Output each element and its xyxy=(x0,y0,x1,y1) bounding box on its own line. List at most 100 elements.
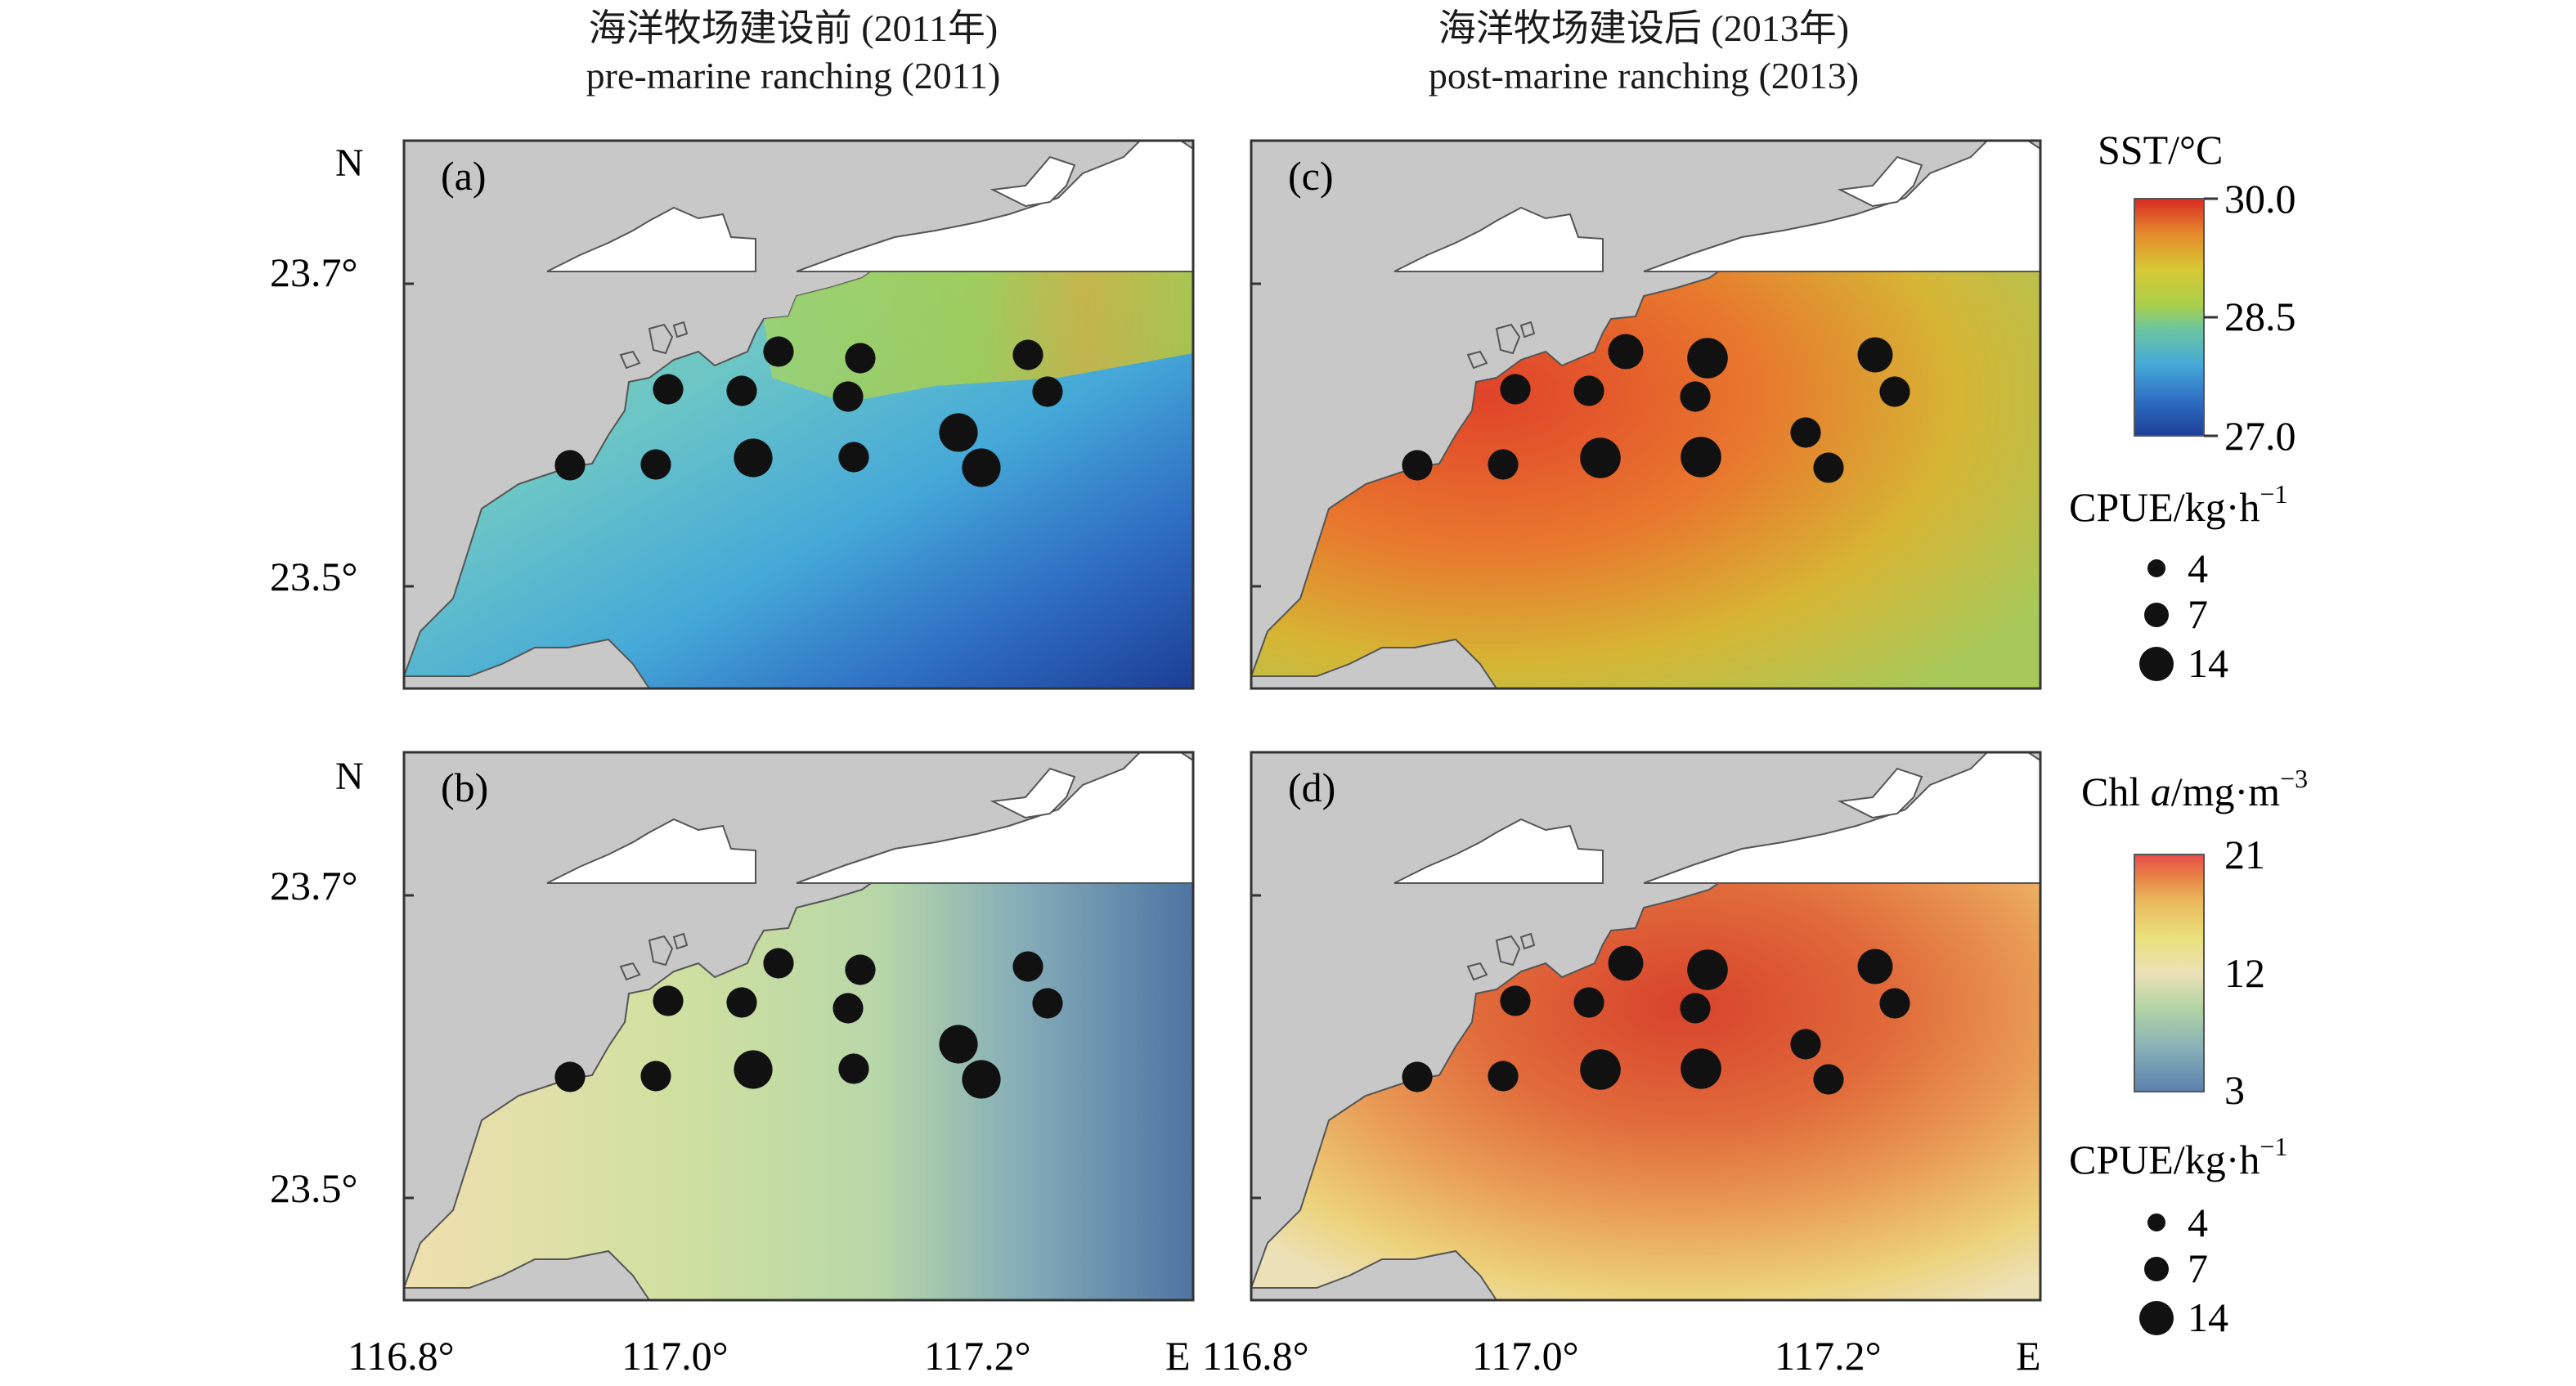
sst-colorbar xyxy=(2134,198,2205,437)
chl-tick-12: 12 xyxy=(2224,950,2265,996)
lon-tick-117-0-right: 117.0° xyxy=(1472,1333,1579,1379)
island xyxy=(1519,321,1536,339)
cpue-station-dot xyxy=(1879,376,1910,407)
header-left-cn: 海洋牧场建设前 (2011年) xyxy=(588,7,999,49)
cpue-station-dot xyxy=(1681,437,1721,478)
cpue-station-dot xyxy=(1790,417,1821,448)
lon-tick-117-2-left: 117.2° xyxy=(924,1333,1031,1379)
inland-water-area xyxy=(1393,206,1604,272)
inland-water-area xyxy=(546,206,756,272)
inland-water-area xyxy=(1643,141,2040,272)
cpue-station-dot xyxy=(1680,381,1711,412)
cpue-station-dot xyxy=(640,1061,671,1092)
cpue-station-dot xyxy=(1488,449,1519,480)
panel-a: (a) xyxy=(402,139,1195,690)
lon-tick-116-8-right: 116.8° xyxy=(1202,1333,1309,1379)
lon-tick-117-0-left: 117.0° xyxy=(622,1333,729,1379)
header-right: 海洋牧场建设后 (2013年) post-marine ranching (20… xyxy=(1276,5,2012,100)
cpue-station-dot xyxy=(1573,987,1604,1018)
sst-legend-title: SST/°C xyxy=(2098,127,2223,173)
cpue-legend-bottom: CPUE/kg·h−1 4 7 14 xyxy=(2069,1132,2287,1340)
panel-b: (b) xyxy=(402,751,1195,1302)
inland-water-area xyxy=(1837,767,1923,819)
sst-tick-27: 27.0 xyxy=(2224,413,2296,459)
cpue-station-dot xyxy=(1500,985,1531,1016)
cpue-station-dot xyxy=(1790,1029,1821,1060)
cpue-label-4-bottom: 4 xyxy=(2188,1200,2208,1245)
cpue-station-dot xyxy=(1687,949,1728,990)
cpue-station-dot xyxy=(554,1061,586,1092)
panel-label: (b) xyxy=(441,765,488,810)
cpue-station-dot xyxy=(763,336,794,367)
panel-frame xyxy=(402,139,1195,690)
cpue-station-dot xyxy=(838,442,869,473)
cpue-label-7-bottom: 7 xyxy=(2188,1245,2208,1291)
lat-tick-23-7-bottom: 23.7° xyxy=(270,863,358,908)
cpue-label-14-bottom: 14 xyxy=(2188,1294,2228,1340)
cpue-label-7: 7 xyxy=(2188,591,2208,637)
cpue-station-dot xyxy=(962,1060,1001,1099)
island xyxy=(648,323,674,355)
island xyxy=(1519,932,1536,950)
cpue-station-dot xyxy=(1580,1049,1621,1090)
island xyxy=(1495,323,1521,355)
island xyxy=(619,962,641,981)
inland-water-area xyxy=(990,155,1076,208)
island xyxy=(672,321,689,339)
chl-legend: Chl a/mg·m−3 21 12 3 xyxy=(2081,764,2308,1113)
lon-tick-117-2-right: 117.2° xyxy=(1775,1333,1882,1379)
cpue-station-dot xyxy=(640,449,671,480)
panel-frame xyxy=(1250,751,2042,1302)
cpue-station-dot xyxy=(1680,993,1711,1024)
cpue-station-dot xyxy=(1032,988,1063,1019)
cpue-size-7-dot-bottom xyxy=(2144,1257,2169,1281)
cpue-size-4-dot xyxy=(2147,559,2165,577)
cpue-station-dot xyxy=(1681,1048,1721,1089)
cpue-size-14-dot xyxy=(2139,647,2174,681)
chl-colorbar xyxy=(2134,854,2205,1092)
cpue-size-14-dot-bottom xyxy=(2139,1301,2174,1335)
inland-water-area xyxy=(796,141,1193,272)
cpue-station-dot xyxy=(962,448,1001,487)
north-label-top: N xyxy=(335,141,364,185)
cpue-size-7-dot xyxy=(2144,603,2169,627)
cpue-station-dot xyxy=(1012,339,1043,370)
cpue-station-dot xyxy=(554,450,586,481)
cpue-station-dot xyxy=(1857,949,1893,985)
cpue-station-dot xyxy=(653,374,684,405)
cpue-station-dot xyxy=(653,985,684,1016)
cpue-station-dot xyxy=(1402,1061,1433,1092)
inland-water-area xyxy=(1393,818,1604,884)
cpue-legend-top: CPUE/kg·h−1 4 7 14 xyxy=(2069,479,2287,686)
cpue-station-dot xyxy=(1687,338,1728,379)
header-left-en: pre-marine ranching (2011) xyxy=(586,55,1001,96)
header-right-en: post-marine ranching (2013) xyxy=(1428,55,1860,96)
inland-water-area xyxy=(1837,155,1923,208)
cpue-station-dot xyxy=(726,375,757,406)
inland-water-area xyxy=(1643,752,2040,884)
panel-d: (d) xyxy=(1250,751,2042,1302)
island xyxy=(1466,962,1488,981)
panel-frame xyxy=(1250,139,2042,690)
cpue-station-dot xyxy=(1573,375,1604,406)
cpue-station-dot xyxy=(1608,334,1644,370)
header-left: 海洋牧场建设前 (2011年) pre-marine ranching (201… xyxy=(425,5,1161,100)
cpue-station-dot xyxy=(1032,376,1063,407)
cpue-size-4-dot-bottom xyxy=(2147,1213,2165,1231)
cpue-station-dot xyxy=(1402,450,1433,481)
lat-tick-23-7-top: 23.7° xyxy=(270,249,358,295)
cpue-station-dot xyxy=(726,987,757,1018)
cpue-legend-title-bottom: CPUE/kg·h−1 xyxy=(2069,1132,2287,1182)
cpue-station-dot xyxy=(1857,337,1893,373)
cpue-station-dot xyxy=(734,438,773,478)
east-label-right: E xyxy=(2016,1333,2041,1379)
sst-tick-28-5: 28.5 xyxy=(2224,294,2296,339)
panel-label: (a) xyxy=(441,153,487,199)
chl-tick-3: 3 xyxy=(2224,1067,2245,1113)
cpue-station-dot xyxy=(1608,945,1644,981)
inland-water-area xyxy=(990,767,1076,819)
cpue-station-dot xyxy=(763,948,794,979)
cpue-station-dot xyxy=(1813,452,1844,483)
header-right-cn: 海洋牧场建设后 (2013年) xyxy=(1438,7,1850,49)
